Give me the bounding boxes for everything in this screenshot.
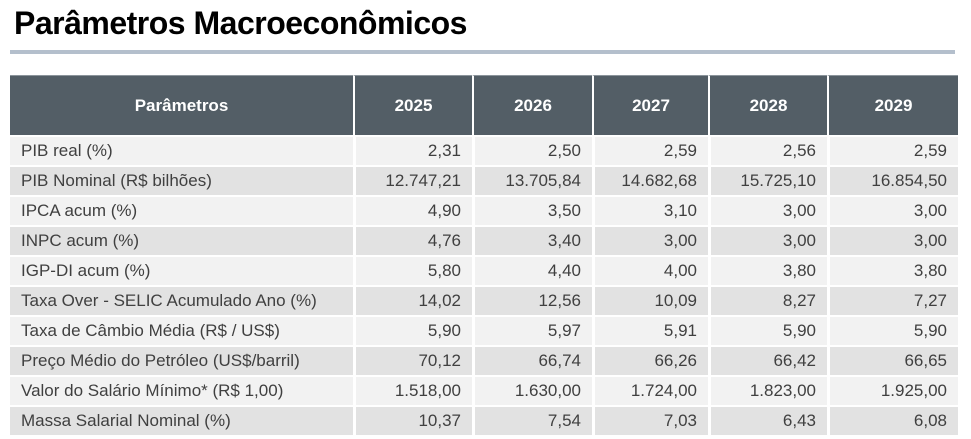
macro-parameters-table: Parâmetros 2025 2026 2027 2028 2029 PIB real… bbox=[10, 75, 958, 435]
cell-value: 66,26 bbox=[592, 345, 708, 375]
title-underline bbox=[10, 50, 955, 54]
table-row: Preço Médio do Petróleo (US$/barril) 70,1… bbox=[10, 345, 958, 375]
row-label: PIB real (%) bbox=[10, 135, 353, 165]
cell-value: 3,80 bbox=[827, 255, 958, 285]
table-row: Massa Salarial Nominal (%) 10,37 7,54 7,03 6… bbox=[10, 405, 958, 435]
table-row: IPCA acum (%) 4,90 3,50 3,10 3,00 3,00 bbox=[10, 195, 958, 225]
cell-value: 4,40 bbox=[472, 255, 592, 285]
cell-value: 3,00 bbox=[708, 225, 827, 255]
cell-value: 16.854,50 bbox=[827, 165, 958, 195]
cell-value: 12,56 bbox=[472, 285, 592, 315]
cell-value: 70,12 bbox=[353, 345, 472, 375]
cell-value: 3,00 bbox=[708, 195, 827, 225]
cell-value: 6,43 bbox=[708, 405, 827, 435]
table-header-row: Parâmetros 2025 2026 2027 2028 2029 bbox=[10, 75, 958, 135]
cell-value: 5,80 bbox=[353, 255, 472, 285]
cell-value: 5,90 bbox=[827, 315, 958, 345]
cell-value: 7,03 bbox=[592, 405, 708, 435]
row-label: Taxa de Câmbio Média (R$ / US$) bbox=[10, 315, 353, 345]
cell-value: 3,80 bbox=[708, 255, 827, 285]
cell-value: 3,00 bbox=[827, 225, 958, 255]
cell-value: 3,00 bbox=[592, 225, 708, 255]
table-row: Taxa de Câmbio Média (R$ / US$) 5,90 5,97 5… bbox=[10, 315, 958, 345]
cell-value: 2,56 bbox=[708, 135, 827, 165]
column-header-year: 2026 bbox=[472, 75, 592, 135]
cell-value: 4,00 bbox=[592, 255, 708, 285]
column-header-year: 2027 bbox=[592, 75, 708, 135]
cell-value: 3,00 bbox=[827, 195, 958, 225]
cell-value: 3,50 bbox=[472, 195, 592, 225]
cell-value: 1.518,00 bbox=[353, 375, 472, 405]
cell-value: 5,97 bbox=[472, 315, 592, 345]
cell-value: 1.724,00 bbox=[592, 375, 708, 405]
cell-value: 5,90 bbox=[353, 315, 472, 345]
row-label: Valor do Salário Mínimo* (R$ 1,00) bbox=[10, 375, 353, 405]
cell-value: 3,10 bbox=[592, 195, 708, 225]
row-label: INPC acum (%) bbox=[10, 225, 353, 255]
row-label: Massa Salarial Nominal (%) bbox=[10, 405, 353, 435]
cell-value: 3,40 bbox=[472, 225, 592, 255]
cell-value: 66,74 bbox=[472, 345, 592, 375]
cell-value: 14,02 bbox=[353, 285, 472, 315]
cell-value: 2,31 bbox=[353, 135, 472, 165]
cell-value: 1.630,00 bbox=[472, 375, 592, 405]
table-row: Valor do Salário Mínimo* (R$ 1,00) 1.518,… bbox=[10, 375, 958, 405]
column-header-parametros: Parâmetros bbox=[10, 75, 353, 135]
table-row: IGP-DI acum (%) 5,80 4,40 4,00 3,80 3,80 bbox=[10, 255, 958, 285]
cell-value: 2,59 bbox=[592, 135, 708, 165]
cell-value: 13.705,84 bbox=[472, 165, 592, 195]
cell-value: 5,91 bbox=[592, 315, 708, 345]
table-row: Taxa Over - SELIC Acumulado Ano (%) 14,02… bbox=[10, 285, 958, 315]
column-header-year: 2028 bbox=[708, 75, 827, 135]
table-row: PIB real (%) 2,31 2,50 2,59 2,56 2,59 bbox=[10, 135, 958, 165]
cell-value: 7,27 bbox=[827, 285, 958, 315]
row-label: IPCA acum (%) bbox=[10, 195, 353, 225]
cell-value: 6,08 bbox=[827, 405, 958, 435]
table-row: INPC acum (%) 4,76 3,40 3,00 3,00 3,00 bbox=[10, 225, 958, 255]
cell-value: 2,59 bbox=[827, 135, 958, 165]
row-label: Taxa Over - SELIC Acumulado Ano (%) bbox=[10, 285, 353, 315]
cell-value: 4,90 bbox=[353, 195, 472, 225]
cell-value: 10,09 bbox=[592, 285, 708, 315]
cell-value: 8,27 bbox=[708, 285, 827, 315]
row-label: IGP-DI acum (%) bbox=[10, 255, 353, 285]
cell-value: 4,76 bbox=[353, 225, 472, 255]
page-title: Parâmetros Macroeconômicos bbox=[14, 5, 467, 41]
cell-value: 5,90 bbox=[708, 315, 827, 345]
cell-value: 10,37 bbox=[353, 405, 472, 435]
cell-value: 1.925,00 bbox=[827, 375, 958, 405]
cell-value: 66,42 bbox=[708, 345, 827, 375]
row-label: Preço Médio do Petróleo (US$/barril) bbox=[10, 345, 353, 375]
row-label: PIB Nominal (R$ bilhões) bbox=[10, 165, 353, 195]
column-header-year: 2025 bbox=[353, 75, 472, 135]
cell-value: 15.725,10 bbox=[708, 165, 827, 195]
cell-value: 1.823,00 bbox=[708, 375, 827, 405]
cell-value: 12.747,21 bbox=[353, 165, 472, 195]
cell-value: 66,65 bbox=[827, 345, 958, 375]
cell-value: 2,50 bbox=[472, 135, 592, 165]
table-row: PIB Nominal (R$ bilhões) 12.747,21 13.705,… bbox=[10, 165, 958, 195]
column-header-year: 2029 bbox=[827, 75, 958, 135]
cell-value: 7,54 bbox=[472, 405, 592, 435]
cell-value: 14.682,68 bbox=[592, 165, 708, 195]
